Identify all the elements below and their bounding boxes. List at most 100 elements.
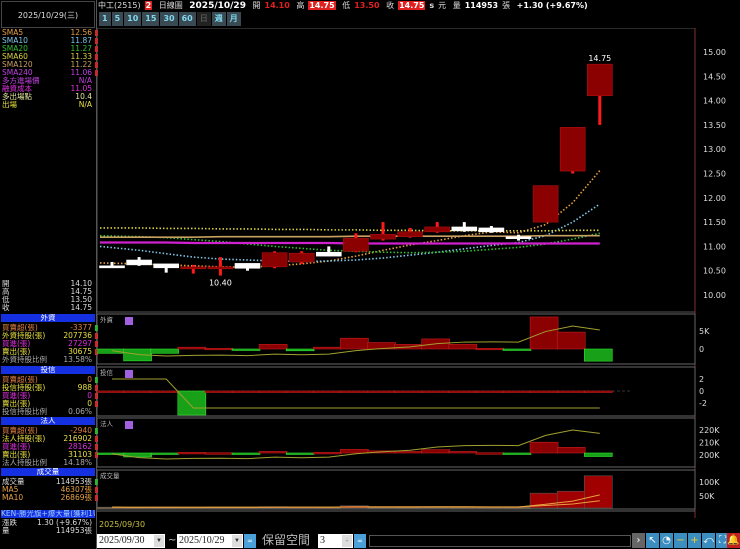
info-value: 988 [77, 383, 92, 392]
panel-tick: 0 [699, 345, 704, 354]
apply-reserve-button[interactable]: ∞ [354, 534, 366, 548]
high-label: 高 [296, 1, 305, 10]
info-value: N/A [78, 76, 92, 85]
info-label: 漲跌 [2, 518, 17, 527]
timeframe-tab[interactable]: 月 [226, 12, 241, 26]
timeframe-tab[interactable]: 60 [178, 12, 196, 26]
panel-bar [258, 451, 288, 454]
zoom-in-icon[interactable]: + [688, 533, 701, 548]
info-label: 開 [2, 279, 10, 288]
panel-bar [421, 449, 451, 454]
timeframe-tab[interactable]: 10 [124, 12, 142, 26]
zoom-out-icon[interactable]: − [674, 533, 687, 548]
fit-icon[interactable]: ⛶ [716, 533, 729, 548]
info-value: 0 [87, 399, 92, 408]
panel-bar [583, 348, 613, 362]
info-label: 買進(張) [2, 442, 31, 451]
panel-bar [475, 452, 505, 455]
panel-border [97, 366, 696, 417]
reserve-label: 保留空間 [262, 533, 311, 547]
panel-bar [583, 475, 613, 509]
price-chart[interactable]: 15.00 14.50 14.00 13.50 13.00 12.50 12.00 11.50… [97, 28, 740, 531]
panel-bar [583, 390, 613, 393]
section-trust: 投信 [1, 366, 95, 374]
clock-icon[interactable]: ◔ [660, 533, 673, 548]
panel-menu-icon [125, 421, 133, 429]
price-tick: 14.50 [703, 72, 726, 81]
info-label: 投信持股比例 [2, 407, 47, 416]
candle-body [126, 259, 152, 266]
horizontal-scrollbar[interactable] [369, 535, 631, 547]
candle-body [288, 252, 315, 263]
info-label: 收 [2, 303, 10, 312]
stepper-icon[interactable]: ÷ [342, 535, 352, 547]
panel-border [97, 417, 696, 468]
panel-bar [394, 451, 423, 454]
price-tick: 10.00 [703, 291, 726, 300]
start-date-select[interactable]: 2025/09/30 ▼ [97, 534, 165, 548]
info-label: 賣出(張) [2, 399, 31, 408]
candle-body [397, 231, 423, 237]
price-tick: 13.50 [703, 121, 726, 130]
timeframe-tab[interactable]: 週 [211, 12, 226, 26]
info-label: 外資持股比例 [2, 355, 47, 364]
dropdown-icon[interactable]: ▼ [232, 535, 242, 547]
info-row: 高 14.75 [2, 288, 92, 296]
cursor-icon[interactable]: ↖ [646, 533, 659, 548]
panel-bar [177, 390, 207, 416]
panel-bar [502, 390, 532, 393]
panel-tick: 200K [699, 451, 720, 460]
info-value: 11.06 [70, 68, 92, 77]
section-volume: 成交量 [1, 468, 95, 476]
info-row: 收 14.75 [2, 304, 92, 312]
price-tick: 12.00 [703, 194, 726, 203]
timeframe-tab[interactable]: 5 [111, 12, 124, 26]
panel-bar [204, 390, 234, 393]
low-label: 10.40 [209, 279, 232, 288]
info-row: 開 14.10 [2, 280, 92, 288]
candle-body [234, 263, 261, 269]
reset-icon[interactable]: ⤺ [702, 533, 715, 548]
stock-name: 中工(2515) [98, 1, 141, 10]
panel-bar [421, 390, 451, 393]
open-label: 開 [252, 1, 261, 10]
timeframe-tab[interactable]: 1 [99, 12, 111, 26]
info-label: 多方進場價 [2, 76, 40, 85]
info-label: SMA240 [2, 68, 33, 77]
timeframe-tab[interactable]: 30 [160, 12, 178, 26]
panel-bar [150, 348, 180, 354]
info-row: 外資持股比例 13.58% [2, 356, 92, 364]
alert-bell-icon[interactable]: 🔔 [727, 533, 740, 548]
strategy-label: KEN-勝光旗+爆大量(獲利1UP) [1, 510, 95, 518]
range-separator: ~ [168, 535, 177, 546]
panel-bar [475, 390, 505, 393]
panel-bar [150, 390, 180, 393]
panel-bar [123, 390, 152, 393]
dropdown-icon[interactable]: ▼ [154, 535, 164, 547]
info-label: 買賣超(張) [2, 375, 38, 384]
end-date-select[interactable]: 2025/10/29 ▼ [177, 534, 243, 548]
panel-tick: 0 [699, 387, 704, 396]
panel-bar [583, 452, 613, 457]
timeframe-tabs: 1 5 10 15 30 60 日週月 [99, 12, 241, 26]
apply-range-button[interactable]: ∞ [244, 534, 256, 548]
panel-bar [313, 390, 342, 393]
info-value: 14.75 [70, 303, 92, 312]
info-value: N/A [78, 100, 92, 109]
info-label: 成交量 [2, 477, 25, 486]
timeframe-tab[interactable]: 日 [196, 12, 211, 26]
reserve-input[interactable]: 3 ÷ [318, 534, 353, 548]
high-label: 14.75 [588, 54, 611, 63]
panel-bar [340, 337, 369, 350]
info-label: SMA10 [2, 36, 28, 45]
info-label: MA10 [2, 493, 24, 502]
panel-bar [556, 447, 586, 454]
timeframe-tab[interactable]: 15 [142, 12, 160, 26]
price-tick: 15.00 [703, 48, 726, 57]
panel-bar [448, 344, 478, 350]
scroll-right-icon[interactable]: › [632, 533, 645, 548]
panel-tick: -2 [699, 399, 707, 408]
price-tick: 13.00 [703, 145, 726, 154]
panel-bar [502, 348, 532, 351]
info-row: 法人持股比例 14.18% [2, 459, 92, 467]
